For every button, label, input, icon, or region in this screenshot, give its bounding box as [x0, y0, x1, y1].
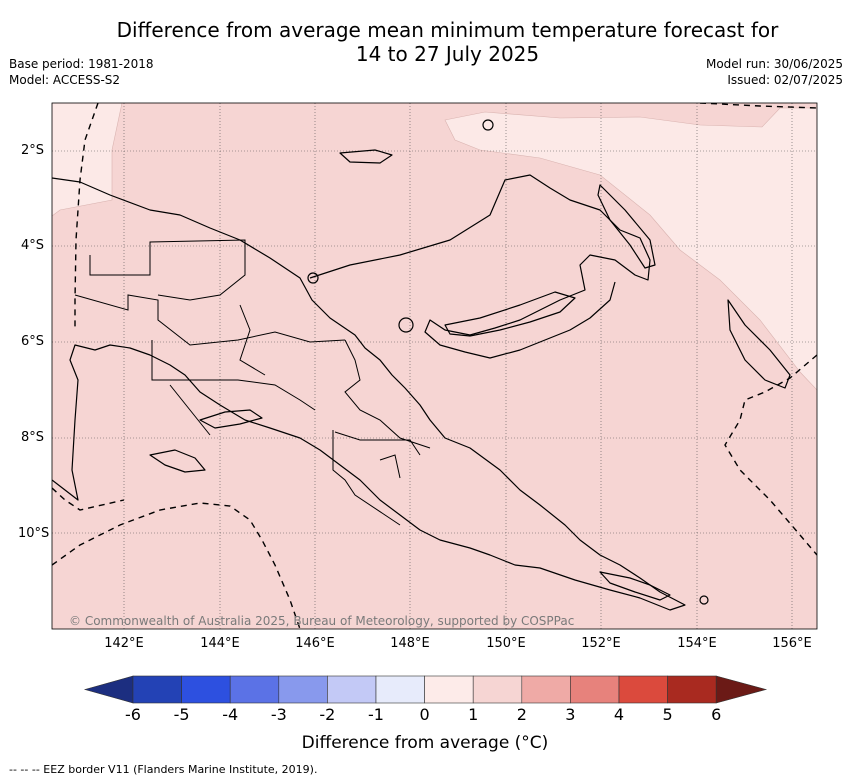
- eez-northeast: [699, 103, 817, 109]
- colorbar-cell: [521, 675, 571, 704]
- anomaly-field-0-1-northwest: [52, 103, 123, 217]
- new-guinea-coast: [52, 177, 686, 611]
- colorbar-extend-high: [715, 675, 768, 704]
- colorbar-tick-label: -3: [270, 705, 287, 724]
- y-tick-label: 2°S: [20, 143, 44, 158]
- model-name: Model: ACCESS-S2: [9, 73, 121, 87]
- meta-right: Model run: 30/06/2025 Issued: 02/07/2025: [706, 56, 843, 88]
- x-tick-label: 146°E: [295, 636, 335, 651]
- indonesia-png-border: [332, 430, 401, 526]
- map-title: Difference from average mean minimum tem…: [0, 18, 850, 66]
- manus: [339, 149, 393, 164]
- colorbar-cell: [570, 675, 620, 704]
- title-line-1: Difference from average mean minimum tem…: [116, 18, 779, 42]
- colorbar-tick-label: 3: [565, 705, 576, 724]
- eez-south: [52, 502, 301, 629]
- eez-torres: [52, 487, 125, 511]
- x-tick-label: 154°E: [677, 636, 717, 651]
- colorbar-tick-label: 2: [516, 705, 527, 724]
- eez-legend-note: -- -- -- EEZ border V11 (Flanders Marine…: [9, 763, 318, 776]
- colorbar-cell: [132, 675, 182, 704]
- fly-delta: [149, 449, 206, 473]
- colorbar-cell: [375, 675, 425, 704]
- louisiade: [599, 571, 671, 601]
- x-tick-label: 150°E: [486, 636, 526, 651]
- borders: [74, 239, 431, 526]
- colorbar-tick-label: 5: [662, 705, 673, 724]
- anomaly-field-0-1-northeast: [444, 107, 817, 391]
- north-coast-east: [309, 174, 651, 359]
- y-tick-label: 8°S: [20, 430, 44, 445]
- x-tick-label: 144°E: [200, 636, 240, 651]
- colorbar-cell: [472, 675, 523, 704]
- x-tick-label: 142°E: [104, 636, 144, 651]
- colorbar-tick-label: -6: [125, 705, 141, 724]
- copyright-notice: © Commonwealth of Australia 2025, Bureau…: [69, 614, 575, 628]
- torres-islands: [199, 409, 263, 429]
- colorbar-cell: [618, 675, 668, 704]
- colorbar-tick-label: 6: [711, 705, 722, 724]
- colorbar-cell: [278, 675, 328, 704]
- colorbar-tick-label: -4: [222, 705, 239, 724]
- x-tick-label: 152°E: [581, 636, 621, 651]
- colorbar-tick-label: 1: [468, 705, 479, 724]
- colorbar-extend-low: [83, 675, 134, 704]
- title-line-2: 14 to 27 July 2025: [355, 42, 540, 66]
- colorbar-cells: [83, 675, 768, 704]
- new-ireland: [597, 184, 656, 269]
- gridlines: [52, 103, 817, 629]
- colorbar-cell: [424, 675, 474, 704]
- y-tick-label: 6°S: [20, 334, 44, 349]
- issued-date: Issued: 02/07/2025: [727, 73, 843, 87]
- colorbar-cell: [667, 675, 717, 704]
- coastlines: [52, 119, 791, 611]
- colorbar-tick-label: 4: [613, 705, 625, 724]
- eez-borders: [52, 103, 817, 629]
- meta-left: Base period: 1981-2018 Model: ACCESS-S2: [9, 56, 154, 88]
- y-tick-label: 4°S: [20, 238, 44, 253]
- x-tick-label: 156°E: [772, 636, 812, 651]
- colorbar-tick-label: -1: [368, 705, 384, 724]
- bougainville: [727, 299, 791, 389]
- papua-provinces: [74, 239, 346, 436]
- colorbar-cell: [229, 675, 280, 704]
- eez-east: [724, 354, 817, 556]
- colorbar-cell: [327, 675, 377, 704]
- new-britain: [444, 291, 576, 337]
- colorbar-tick-label: -5: [173, 705, 190, 724]
- colorbar-label: Difference from average (°C): [301, 733, 549, 753]
- model-run: Model run: 30/06/2025: [705, 57, 843, 71]
- colorbar-tick-label: 0: [419, 705, 430, 724]
- x-tick-label: 148°E: [390, 636, 430, 651]
- png-provinces: [334, 339, 431, 479]
- y-tick-label: 10°S: [18, 526, 50, 541]
- colorbar-tick-label: -2: [319, 705, 336, 724]
- base-period: Base period: 1981-2018: [9, 57, 154, 71]
- map-frame: [51, 102, 818, 630]
- colorbar-cell: [181, 675, 231, 704]
